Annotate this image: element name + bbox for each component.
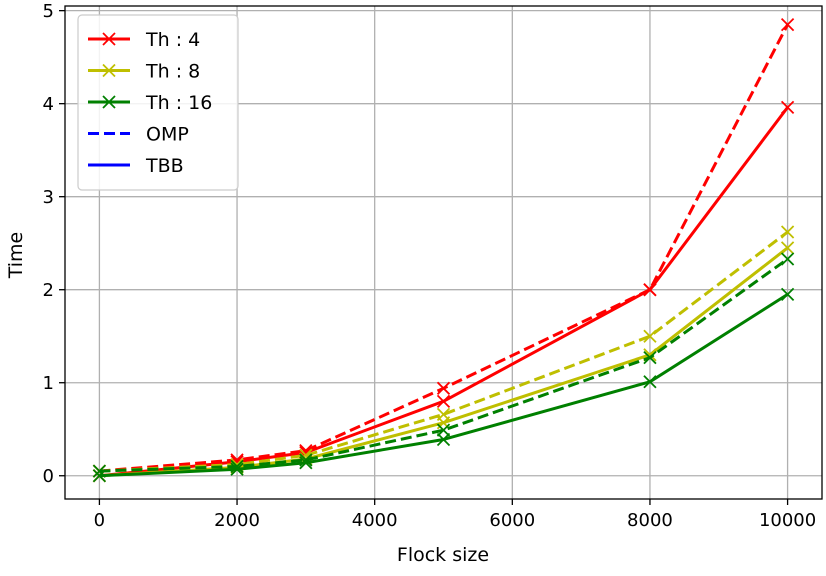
data-point [92, 469, 107, 483]
series-line [99, 230, 789, 473]
marker-stroke [436, 423, 451, 437]
y-tick-label: 5 [43, 1, 54, 22]
series-th-16-tbb [92, 287, 795, 483]
legend-item: TBB [88, 155, 184, 177]
data-point [780, 287, 795, 301]
marker-stroke [102, 63, 116, 78]
marker-stroke [643, 283, 657, 297]
data-point [643, 283, 657, 297]
marker-stroke [643, 375, 657, 389]
x-tick-label: 6000 [489, 510, 535, 531]
series-line [99, 23, 789, 473]
data-point [780, 100, 795, 115]
data-point [780, 241, 795, 255]
legend-item: OMP [88, 124, 189, 146]
marker-stroke [780, 225, 795, 239]
legend-label: Th : 16 [145, 92, 212, 114]
data-point [299, 456, 313, 470]
legend-box [77, 14, 239, 191]
y-tick-label: 0 [43, 466, 54, 487]
data-point [436, 432, 451, 447]
marker-stroke [92, 464, 107, 478]
marker-stroke [436, 381, 451, 395]
y-tick-label: 3 [43, 187, 54, 208]
marker-stroke [643, 350, 657, 365]
data-point [643, 329, 657, 343]
marker-stroke [780, 287, 795, 301]
series-line [99, 106, 789, 478]
data-point [780, 252, 795, 266]
data-point [643, 375, 657, 389]
x-tick-label: 4000 [352, 510, 398, 531]
data-point [780, 225, 795, 239]
y-tick-label: 4 [43, 94, 54, 115]
y-tick-label: 1 [43, 373, 54, 394]
legend-item: Th : 16 [88, 92, 212, 114]
data-point [436, 394, 451, 408]
legend-marker [102, 63, 116, 78]
data-point [780, 17, 795, 32]
legend: Th : 4 Th : 8 Th : 16 OMP TBB [77, 14, 239, 191]
x-tick-label: 2000 [214, 510, 260, 531]
legend-label: Th : 8 [145, 61, 200, 83]
data-point [230, 462, 244, 476]
marker-stroke [780, 252, 795, 266]
marker-stroke [299, 456, 313, 470]
y-tick-label: 2 [43, 280, 54, 301]
marker-stroke [780, 100, 795, 115]
marker-stroke [643, 329, 657, 343]
marker-stroke [780, 17, 795, 32]
series-th-8-omp [92, 225, 795, 478]
marker-stroke [780, 241, 795, 255]
legend-marker [102, 95, 116, 109]
x-tick-label: 10000 [759, 510, 816, 531]
axis-ticks: 0 2000 4000 6000 8000 10000 0 1 2 3 4 5 [43, 1, 817, 531]
marker-stroke [230, 462, 244, 476]
data-point [436, 381, 451, 395]
series-line [99, 246, 789, 478]
legend-label: TBB [145, 155, 184, 177]
grid-lines [65, 6, 822, 499]
x-axis-title: Flock size [397, 544, 489, 566]
marker-stroke [436, 394, 451, 408]
marker-stroke [92, 469, 107, 483]
series-line [99, 293, 789, 478]
marker-stroke [102, 95, 116, 109]
data-point [643, 350, 657, 365]
legend-item: Th : 8 [88, 61, 200, 83]
marker-stroke [102, 32, 116, 46]
legend-marker [102, 32, 116, 46]
legend-label: Th : 4 [145, 29, 200, 51]
series-layer [92, 17, 795, 483]
y-axis-title: Time [5, 232, 27, 280]
legend-label: OMP [146, 124, 189, 146]
marker-stroke [436, 432, 451, 447]
x-tick-label: 0 [94, 510, 105, 531]
legend-item: Th : 4 [88, 29, 200, 51]
data-point [436, 423, 451, 437]
series-line [99, 257, 789, 473]
x-tick-label: 8000 [627, 510, 673, 531]
plot-frame [64, 5, 823, 500]
